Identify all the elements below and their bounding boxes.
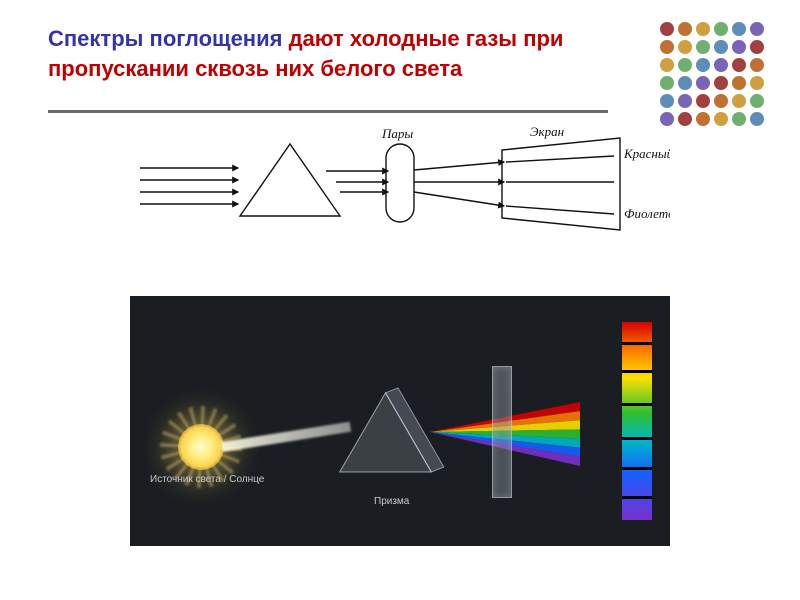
dot (750, 40, 764, 54)
svg-text:Пары: Пары (381, 126, 413, 141)
dot (660, 112, 674, 126)
dot (678, 58, 692, 72)
dot (714, 76, 728, 90)
absorption-spectrum-bar (622, 322, 652, 520)
dot (660, 22, 674, 36)
dot (732, 58, 746, 72)
absorption-line (622, 467, 652, 470)
dot (714, 58, 728, 72)
svg-text:Красный: Красный (623, 146, 670, 161)
dot (750, 22, 764, 36)
dot (696, 112, 710, 126)
dot (696, 22, 710, 36)
dot (678, 40, 692, 54)
page-title: Спектры поглощения дают холодные газы пр… (48, 24, 608, 83)
svg-text:Фиолетовый: Фиолетовый (624, 206, 670, 221)
dot (696, 40, 710, 54)
absorption-line (622, 496, 652, 499)
dot (678, 94, 692, 108)
dot (714, 22, 728, 36)
dot (750, 94, 764, 108)
title-highlight: Спектры поглощения (48, 26, 282, 51)
decorative-dot-grid (660, 22, 764, 126)
sun-icon (178, 424, 224, 470)
schematic-diagram: Пары Экран Красный Фиолетовый (130, 126, 670, 266)
svg-text:Экран: Экран (530, 126, 564, 139)
dot (678, 22, 692, 36)
dot (696, 58, 710, 72)
dot (678, 112, 692, 126)
gas-cell (492, 366, 512, 498)
absorption-line (622, 370, 652, 373)
title-underline (48, 110, 608, 113)
dot (732, 40, 746, 54)
dot (732, 76, 746, 90)
dot (678, 76, 692, 90)
dot (660, 40, 674, 54)
dot (714, 94, 728, 108)
dot (660, 58, 674, 72)
absorption-line (622, 437, 652, 440)
absorption-line (622, 342, 652, 345)
dot (660, 76, 674, 90)
dot (732, 22, 746, 36)
dot (696, 76, 710, 90)
absorption-spectrum-illustration: Источник света / Солнце Призма (130, 296, 670, 546)
absorption-line (622, 403, 652, 406)
dot (714, 40, 728, 54)
dot (714, 112, 728, 126)
dot (732, 112, 746, 126)
label-source: Источник света / Солнце (150, 474, 264, 485)
label-prism: Призма (374, 496, 409, 507)
dot (732, 94, 746, 108)
dot (750, 76, 764, 90)
dot (750, 58, 764, 72)
dot (696, 94, 710, 108)
dot (750, 112, 764, 126)
dot (660, 94, 674, 108)
